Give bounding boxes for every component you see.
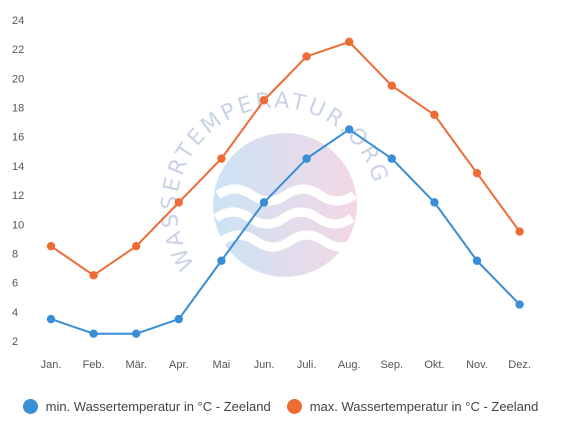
legend-marker-max [286, 398, 302, 414]
x-tick-label: Okt. [424, 359, 444, 371]
x-tick-label: Nov. [466, 359, 488, 371]
data-point[interactable] [89, 271, 98, 280]
data-point[interactable] [259, 198, 269, 207]
data-point[interactable] [387, 81, 396, 90]
data-point[interactable] [217, 154, 226, 163]
data-point[interactable] [89, 329, 98, 338]
y-tick-label: 6 [12, 278, 18, 290]
data-point[interactable] [387, 154, 396, 163]
data-point[interactable] [515, 227, 524, 236]
x-tick-label: Mär. [125, 359, 146, 371]
y-tick-label: 2 [12, 336, 18, 348]
y-tick-label: 4 [12, 307, 18, 319]
x-tick-label: Jan. [41, 359, 62, 371]
x-axis: Jan. Feb. Mär. Apr. Mai Jun. Juli. Aug. Sep. Okt.… [41, 359, 531, 371]
x-tick-label: Feb. [83, 359, 105, 371]
legend-label-min: min. Wassertemperatur in °C - Zeeland [45, 398, 271, 414]
series-0 [46, 125, 524, 338]
data-point[interactable] [217, 256, 226, 265]
data-point[interactable] [302, 154, 311, 163]
data-point[interactable] [46, 241, 56, 251]
data-point[interactable] [345, 125, 354, 134]
data-point[interactable] [430, 198, 439, 207]
legend-marker-min [22, 398, 38, 414]
data-point[interactable] [515, 300, 524, 309]
y-tick-label: 18 [12, 103, 24, 115]
y-tick-label: 16 [12, 132, 24, 144]
data-point[interactable] [132, 241, 141, 251]
y-tick-label: 20 [12, 73, 24, 85]
legend-item-min[interactable]: min. Wassertemperatur in °C - Zeeland [22, 398, 271, 414]
data-point[interactable] [174, 198, 183, 207]
data-point[interactable] [259, 96, 269, 105]
series-layer [46, 37, 524, 338]
y-tick-label: 24 [12, 15, 24, 27]
line-chart: WASSERTEMPERATUR.ORG 2468101214161820222… [12, 15, 531, 371]
data-point[interactable] [132, 329, 141, 338]
x-tick-label: Apr. [169, 359, 189, 371]
legend-item-max[interactable]: max. Wassertemperatur in °C - Zeeland [286, 398, 539, 414]
series-line [50, 40, 521, 277]
x-tick-label: Juli. [297, 359, 317, 371]
y-tick-label: 12 [12, 190, 24, 202]
data-point[interactable] [174, 314, 183, 324]
x-tick-label: Mai [213, 359, 231, 371]
x-tick-label: Dez. [508, 359, 531, 371]
y-tick-label: 14 [12, 161, 24, 173]
data-point[interactable] [472, 256, 482, 265]
legend-label-max: max. Wassertemperatur in °C - Zeeland [309, 398, 539, 414]
x-tick-label: Sep. [380, 359, 403, 371]
y-tick-label: 10 [12, 219, 24, 231]
data-point[interactable] [430, 110, 439, 120]
data-point[interactable] [302, 52, 311, 61]
series-line [50, 128, 521, 335]
data-point[interactable] [345, 37, 354, 47]
watermark-logo: WASSERTEMPERATUR.ORG [158, 88, 390, 277]
x-tick-label: Jun. [254, 359, 275, 371]
y-tick-label: 22 [12, 44, 24, 56]
data-point[interactable] [46, 314, 56, 324]
y-tick-label: 8 [12, 248, 18, 260]
data-point[interactable] [472, 169, 482, 178]
series-1 [46, 37, 524, 280]
legend: min. Wassertemperatur in °C - Zeeland ma… [0, 393, 561, 419]
x-tick-label: Aug. [338, 359, 361, 371]
